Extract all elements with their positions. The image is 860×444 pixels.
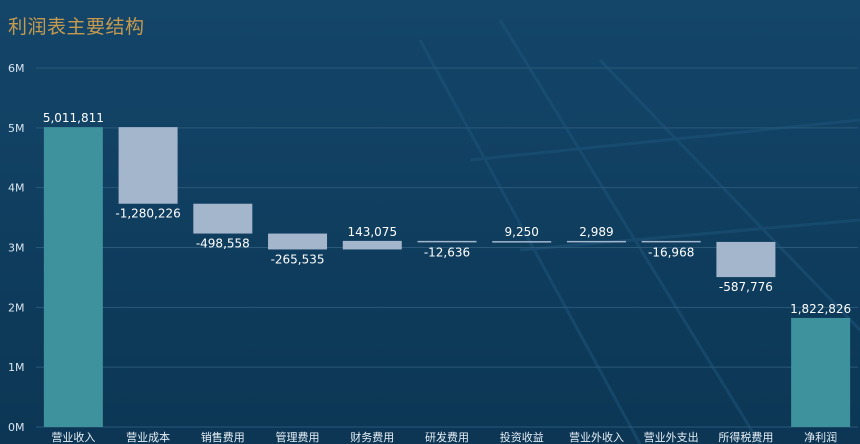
x-category-label: 营业外收入 — [569, 430, 624, 444]
bar — [791, 317, 851, 427]
bar — [118, 127, 178, 204]
y-tick-label: 6M — [8, 62, 25, 75]
x-category-label: 投资收益 — [500, 430, 544, 444]
bar — [268, 233, 328, 250]
data-label: -12,636 — [424, 245, 470, 259]
data-label: 1,822,826 — [790, 302, 851, 316]
x-category-label: 营业成本 — [126, 430, 170, 444]
bar — [716, 241, 776, 278]
bar — [566, 240, 626, 243]
x-category-label: 研发费用 — [425, 430, 469, 444]
data-label: 143,075 — [347, 225, 397, 239]
data-label: -498,558 — [196, 237, 250, 251]
bar — [342, 240, 402, 250]
chart-title: 利润表主要结构 — [8, 16, 145, 38]
y-tick-label: 4M — [8, 182, 25, 195]
data-label: 2,989 — [579, 225, 613, 239]
bar — [193, 203, 253, 234]
bar — [417, 240, 477, 243]
data-label: -265,535 — [271, 252, 325, 266]
y-tick-label: 2M — [8, 301, 25, 314]
bar — [641, 240, 701, 243]
data-label: -1,280,226 — [115, 207, 180, 221]
x-category-label: 财务费用 — [350, 430, 394, 444]
bar — [492, 241, 552, 243]
data-label: 9,250 — [505, 225, 539, 239]
x-category-label: 销售费用 — [201, 430, 245, 444]
y-tick-label: 3M — [8, 242, 25, 255]
data-label: -587,776 — [719, 280, 773, 294]
x-category-label: 管理费用 — [276, 430, 320, 444]
x-category-label: 营业收入 — [51, 430, 95, 444]
y-tick-label: 5M — [8, 122, 25, 135]
y-tick-label: 1M — [8, 361, 25, 374]
y-tick-label: 0M — [8, 421, 25, 434]
x-category-label: 所得税费用 — [718, 430, 773, 444]
bar — [43, 127, 103, 427]
x-category-label: 营业外支出 — [644, 430, 699, 444]
x-category-label: 净利润 — [804, 430, 837, 444]
data-label: -16,968 — [648, 245, 694, 259]
data-label: 5,011,811 — [43, 111, 104, 125]
